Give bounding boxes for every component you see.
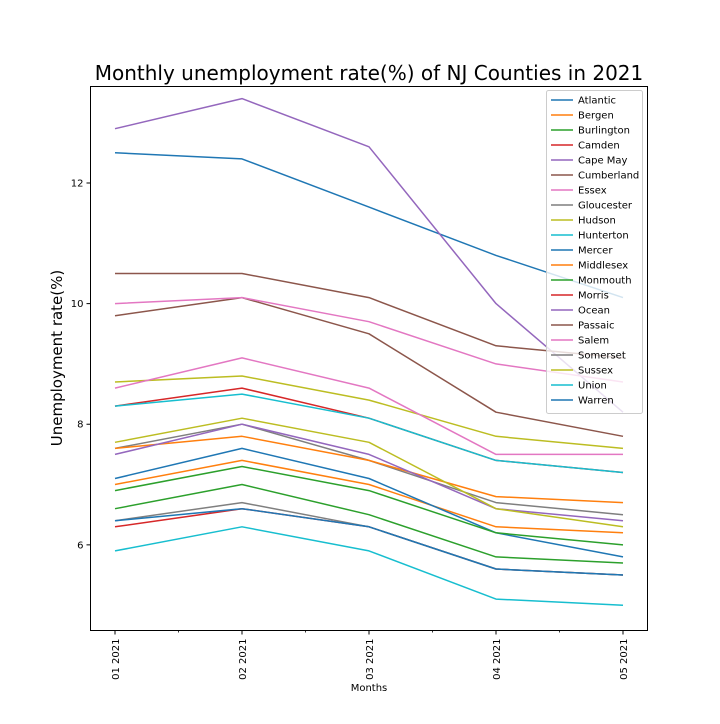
series-line-16 xyxy=(115,272,624,359)
series-line-20 xyxy=(114,393,624,474)
series-line-11 xyxy=(114,447,624,558)
y-tick-label: 12 xyxy=(71,178,84,189)
legend-label: Cumberland xyxy=(578,171,639,182)
series-layer xyxy=(114,97,624,606)
y-tick-label: 8 xyxy=(77,420,83,431)
legend-label: Mercer xyxy=(578,246,613,257)
x-axis-label: Months xyxy=(351,683,388,694)
legend-label: Gloucester xyxy=(578,201,633,212)
legend-label: Ocean xyxy=(578,306,610,317)
legend-label: Sussex xyxy=(578,366,613,377)
legend-label: Middlesex xyxy=(578,261,628,272)
x-tick-label: 02 2021 xyxy=(238,639,249,680)
series-line-12 xyxy=(114,435,624,504)
legend-label: Hudson xyxy=(578,216,616,227)
series-line-7 xyxy=(114,296,624,383)
series-line-3 xyxy=(114,483,624,564)
legend-label: Camden xyxy=(578,141,620,152)
chart-title: Monthly unemployment rate(%) of NJ Count… xyxy=(95,61,644,85)
legend-label: Atlantic xyxy=(578,96,616,107)
legend-label: Passaic xyxy=(578,321,615,332)
series-line-2 xyxy=(114,459,624,534)
x-tick-label: 05 2021 xyxy=(619,639,630,680)
legend-label: Essex xyxy=(578,186,607,197)
legend-box xyxy=(546,90,643,414)
x-tick-label: 04 2021 xyxy=(492,639,503,680)
series-line-13 xyxy=(114,465,624,546)
x-tick-label: 03 2021 xyxy=(365,639,376,680)
series-line-19 xyxy=(114,417,624,528)
legend-label: Salem xyxy=(578,336,609,347)
legend-label: Union xyxy=(578,381,607,392)
legend: Atlantic Bergen Burlington Camden Cape May Cu… xyxy=(546,90,643,414)
y-tick-label: 6 xyxy=(77,540,83,551)
series-line-5 xyxy=(114,97,624,413)
series-line-17 xyxy=(114,357,623,456)
legend-label: Cape May xyxy=(578,156,628,167)
series-line-6 xyxy=(114,296,624,438)
series-line-21 xyxy=(114,507,624,576)
y-tick-label: 10 xyxy=(71,299,84,310)
legend-label: Bergen xyxy=(578,111,614,122)
legend-label: Somerset xyxy=(578,351,626,362)
x-axis: 01 2021 02 2021 03 2021 04 2021 05 2021 xyxy=(111,630,630,680)
x-tick-label: 01 2021 xyxy=(111,639,122,680)
y-axis-label: Unemployment rate(%) xyxy=(48,270,66,447)
legend-label: Hunterton xyxy=(578,231,629,242)
series-line-9 xyxy=(114,375,624,450)
legend-label: Monmouth xyxy=(578,276,632,287)
legend-label: Burlington xyxy=(578,126,630,137)
legend-label: Warren xyxy=(578,396,614,407)
legend-label: Morris xyxy=(578,291,609,302)
series-line-15 xyxy=(114,423,624,522)
series-line-10 xyxy=(114,526,624,606)
y-axis: 6 8 10 12 xyxy=(71,178,91,551)
series-line-1 xyxy=(114,152,624,299)
